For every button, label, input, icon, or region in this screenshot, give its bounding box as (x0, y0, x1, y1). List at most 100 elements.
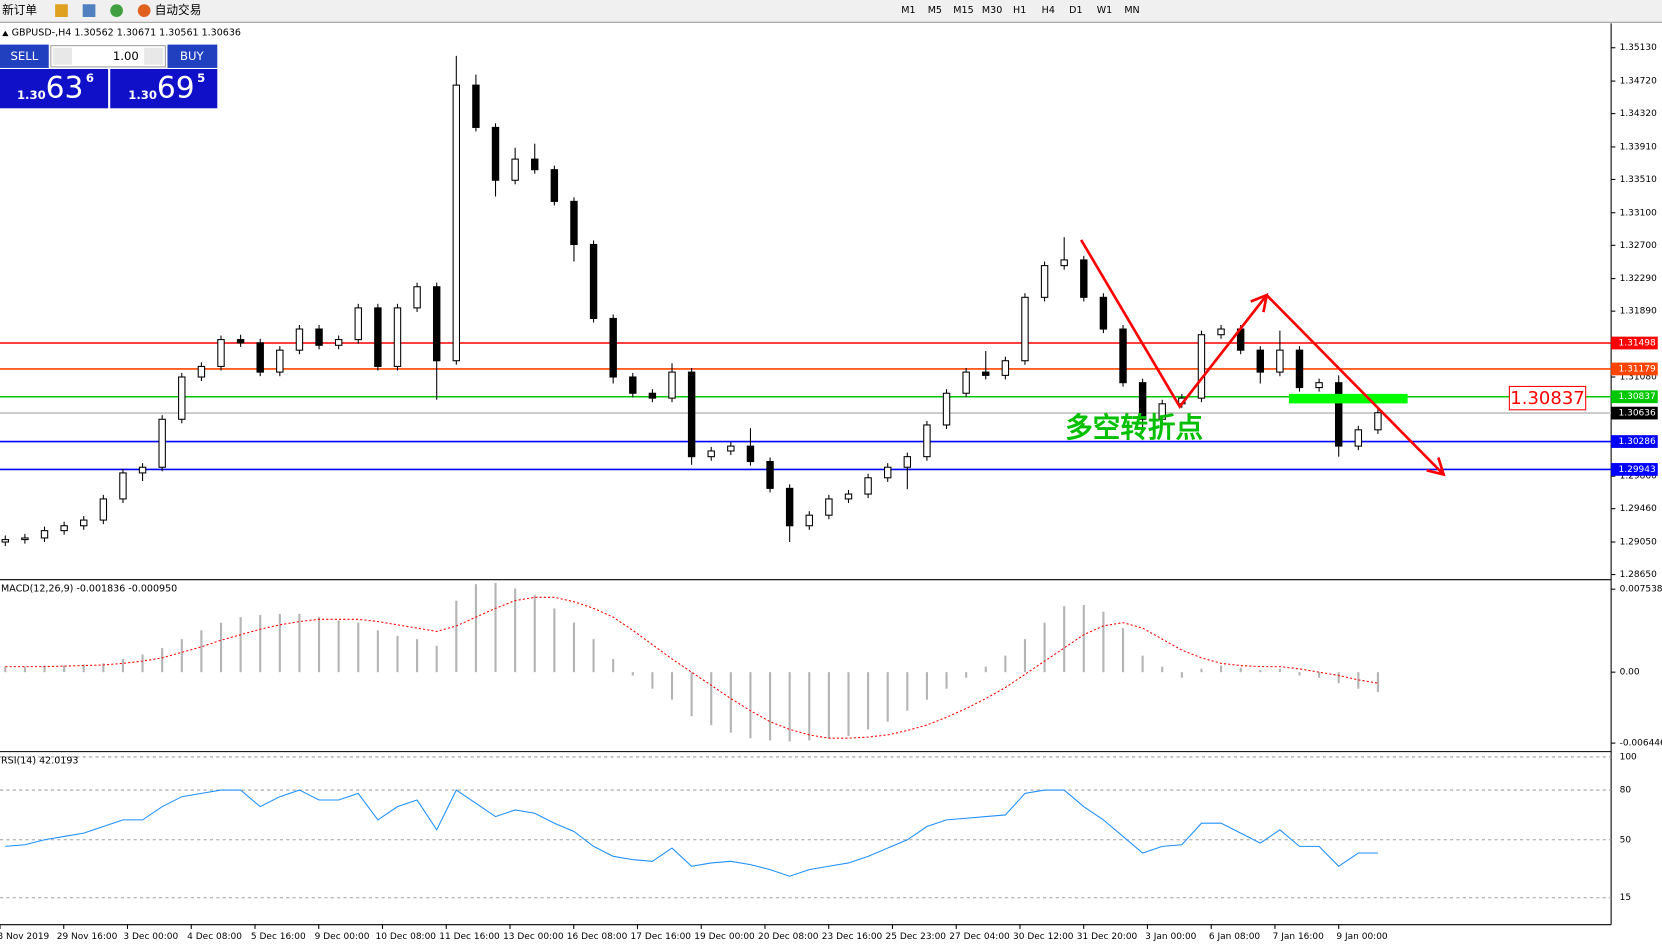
y-tick-label: 1.32700 (1620, 241, 1657, 251)
candle-body (1354, 429, 1363, 447)
candle-body (256, 342, 264, 373)
y-tick-label: 100 (1620, 752, 1637, 762)
spin-down[interactable] (52, 47, 73, 65)
timeframe-button[interactable]: MN (1124, 5, 1139, 16)
x-tick-label: 25 Dec 23:00 (886, 932, 947, 942)
candle-body (1295, 349, 1304, 389)
timeframe-button[interactable]: M5 (928, 5, 942, 16)
spin-up[interactable] (144, 47, 164, 65)
timeframe-button[interactable]: M1 (901, 5, 915, 16)
candle-body (1256, 349, 1264, 373)
candle-body (785, 487, 794, 527)
y-tick-label: -0.006446 (1620, 739, 1662, 749)
candle-body (119, 472, 127, 500)
y-tick-label: 1.32290 (1620, 274, 1657, 284)
x-tick-label: 9 Dec 00:00 (315, 932, 370, 942)
y-tick-label: 1.31890 (1620, 307, 1657, 317)
icon[interactable] (137, 4, 151, 17)
icon[interactable] (82, 4, 96, 17)
x-tick-label: 9 Jan 00:00 (1336, 932, 1387, 942)
y-tick-label: 1.29860 (1620, 472, 1657, 482)
timeframe-button[interactable]: D1 (1069, 5, 1082, 16)
candle-body (1040, 265, 1049, 298)
candle-body (746, 445, 755, 463)
candle-body (1099, 296, 1108, 330)
timeframe-button[interactable]: H1 (1013, 5, 1026, 16)
y-tick-label: 80 (1620, 786, 1632, 796)
toolbar-button[interactable]: 自动交易 (155, 3, 202, 17)
candle-body (1315, 382, 1323, 389)
candle-body (354, 307, 362, 341)
candle-body (1080, 259, 1088, 298)
lots-input[interactable] (50, 45, 166, 68)
buy-label[interactable]: BUY (180, 49, 205, 63)
candle-body (1374, 412, 1382, 431)
level-tag (1611, 435, 1658, 448)
timeframe-button[interactable]: W1 (1097, 5, 1112, 16)
level-label: 1.31179 (1619, 364, 1656, 374)
sell-label[interactable]: SELL (11, 49, 39, 63)
candle-body (1138, 382, 1147, 420)
arrow-head (1426, 457, 1446, 477)
buy-price-box[interactable] (110, 69, 218, 109)
candle-body (138, 466, 147, 474)
candle-body (570, 200, 578, 246)
x-tick-label: 29 Nov 16:00 (57, 932, 118, 942)
x-tick-label: 8 Nov 2019 (0, 932, 50, 942)
candle-body (236, 339, 245, 344)
x-tick-label: 16 Dec 08:00 (567, 932, 628, 942)
candle-body (982, 371, 990, 376)
icon[interactable] (55, 4, 68, 17)
candle-body (178, 376, 186, 420)
x-tick-label: 31 Dec 20:00 (1077, 932, 1138, 942)
candle-body (315, 328, 323, 346)
y-tick-label: 0.007538 (1620, 585, 1662, 595)
candle-body (668, 371, 676, 399)
candle-body (805, 514, 813, 527)
toolbar-button[interactable]: 新订单 (2, 3, 37, 17)
candle-body (1217, 328, 1225, 336)
level-label: 1.30636 (1619, 409, 1656, 419)
x-tick-label: 17 Dec 16:00 (631, 932, 692, 942)
level-tag (1611, 336, 1658, 350)
price-small: 5 (197, 71, 205, 85)
lots-value[interactable]: 1.00 (113, 49, 139, 63)
x-tick-label: 4 Dec 08:00 (187, 932, 242, 942)
candle-body (864, 477, 872, 495)
timeframe-button[interactable]: H4 (1042, 5, 1055, 16)
x-tick-label: 19 Dec 00:00 (694, 932, 755, 942)
x-tick-label: 3 Jan 00:00 (1145, 932, 1196, 942)
x-tick-label: 30 Dec 12:00 (1013, 932, 1074, 942)
candle-body (923, 424, 931, 458)
candle-body (1001, 360, 1010, 376)
level-tag (1611, 463, 1658, 476)
x-tick-label: 23 Dec 16:00 (822, 932, 883, 942)
level-label: 1.29943 (1619, 465, 1656, 475)
candle-body (766, 461, 774, 489)
buy-button[interactable] (167, 44, 218, 68)
y-tick-label: 0.00 (1620, 668, 1640, 678)
candle-body (648, 392, 657, 399)
candle-body (589, 243, 598, 319)
annotation: 多空转折点 (1065, 411, 1203, 444)
candle-body (472, 84, 480, 128)
candle-body (942, 392, 951, 426)
sell-button[interactable] (0, 44, 49, 68)
signal-line (5, 596, 1379, 739)
rsi-line (5, 789, 1378, 877)
timeframe-button[interactable]: M15 (953, 5, 973, 16)
indicator-title: RSI(14) 42.0193 (1, 756, 78, 767)
y-tick-label: 1.33910 (1620, 142, 1657, 152)
sell-price-box[interactable] (0, 69, 109, 109)
x-tick-label: 7 Jan 16:00 (1273, 932, 1324, 942)
timeframe-button[interactable]: M30 (982, 5, 1002, 16)
candle-body (276, 349, 284, 373)
trend-arrows (1080, 239, 1446, 477)
candle-body (903, 456, 912, 468)
arrow-line (1265, 294, 1445, 476)
x-tick-label: 10 Dec 08:00 (376, 932, 437, 942)
icon[interactable] (110, 4, 123, 17)
candle-body (158, 418, 166, 468)
price-main: 63 (46, 71, 84, 106)
